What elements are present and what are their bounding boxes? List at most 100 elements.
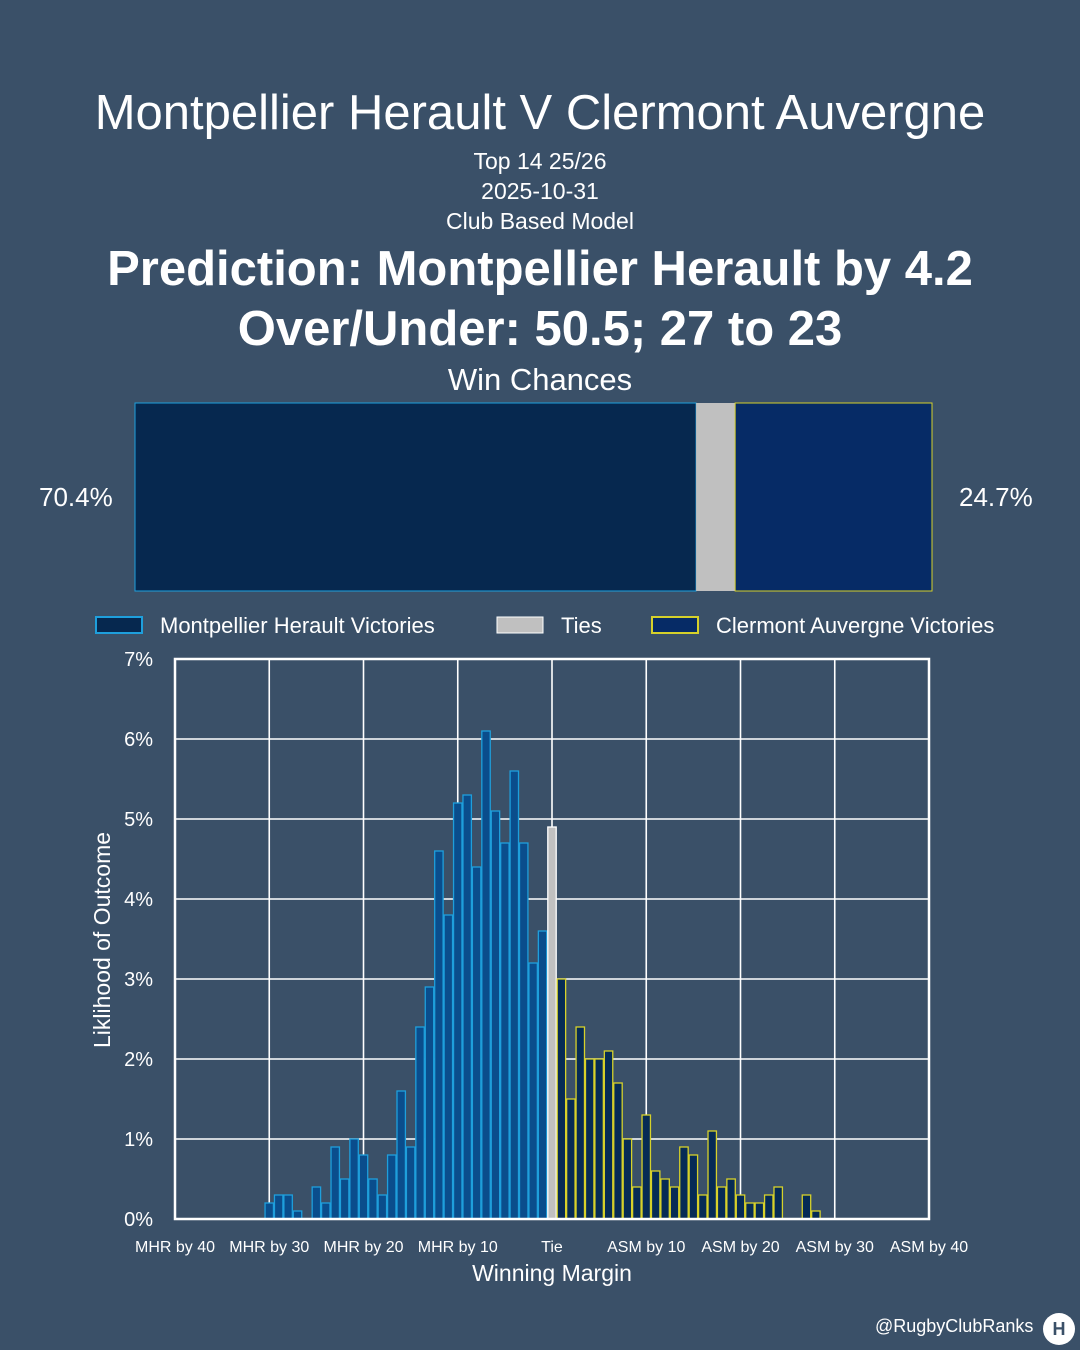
bar-away: [716, 1186, 727, 1220]
model-label: Club Based Model: [446, 208, 634, 234]
legend-label-tie: Ties: [561, 613, 602, 638]
bar-tie: [547, 826, 557, 1220]
bar-home: [273, 1194, 284, 1220]
bar-away: [603, 1050, 614, 1220]
bar-home: [481, 730, 491, 1220]
bar-away: [594, 1058, 604, 1220]
bar-away: [801, 1194, 812, 1220]
bar-away: [754, 1202, 765, 1220]
x-tick-label: Tie: [541, 1239, 563, 1256]
bar-away: [613, 1082, 623, 1220]
bar-home: [405, 1146, 416, 1220]
away-win-percent: 24.7%: [959, 482, 1033, 512]
bar-away: [631, 1186, 642, 1220]
bar-home: [452, 802, 463, 1220]
legend-swatch-tie: [496, 616, 544, 634]
bar-away: [707, 1130, 718, 1220]
bar-away: [688, 1154, 699, 1220]
bar-home: [386, 1154, 397, 1220]
x-tick-label: ASM by 40: [890, 1239, 968, 1256]
y-tick-label: 7%: [124, 649, 153, 671]
x-tick-label: MHR by 20: [323, 1239, 403, 1256]
x-tick-label: ASM by 20: [701, 1239, 779, 1256]
x-tick-label: MHR by 30: [229, 1239, 309, 1256]
bar-home: [358, 1154, 369, 1220]
legend: Montpellier Herault Victories Ties Clerm…: [95, 613, 994, 638]
x-tick-label: MHR by 10: [418, 1239, 498, 1256]
bar-away: [726, 1178, 736, 1220]
win-bar-away: [734, 402, 933, 592]
bar-home: [330, 1146, 341, 1220]
bar-away: [679, 1146, 689, 1220]
legend-label-away: Clermont Auvergne Victories: [716, 613, 994, 638]
bar-away: [556, 978, 567, 1220]
bar-home: [311, 1186, 322, 1220]
page-title: Montpellier Herault V Clermont Auvergne: [94, 86, 986, 140]
bar-away: [660, 1178, 670, 1220]
y-tick-label: 0%: [124, 1209, 153, 1231]
plot-frame: [173, 657, 931, 1221]
bar-away: [697, 1194, 708, 1220]
win-bar-tie: [696, 403, 736, 591]
match-date: 2025-10-31: [481, 178, 599, 204]
bar-away: [641, 1114, 652, 1220]
bar-away: [669, 1186, 680, 1220]
bar-home: [434, 850, 444, 1220]
bar-home: [471, 866, 482, 1220]
bar-home: [443, 914, 454, 1220]
y-tick-label: 1%: [124, 1129, 153, 1151]
bar-away: [763, 1194, 774, 1220]
x-tick-label: MHR by 40: [135, 1239, 215, 1256]
bar-away: [622, 1138, 633, 1220]
bar-home: [424, 986, 435, 1220]
bar-away: [575, 1026, 586, 1220]
x-tick-label: ASM by 30: [796, 1239, 874, 1256]
over-under-text: Over/Under: 50.5; 27 to 23: [237, 302, 843, 356]
bar-home: [339, 1178, 350, 1220]
y-axis-label: Liklihood of Outcome: [89, 832, 115, 1048]
home-win-percent: 70.4%: [39, 482, 113, 512]
bar-home: [462, 794, 473, 1220]
bar-home: [509, 770, 520, 1220]
bar-home: [320, 1202, 331, 1220]
bar-home: [264, 1202, 275, 1220]
y-tick-labels: 0% 1% 2% 3% 4% 5% 6% 7%: [124, 649, 153, 1231]
y-tick-label: 3%: [124, 969, 153, 991]
bar-home: [349, 1138, 359, 1220]
twitter-handle: @RugbyClubRanks: [875, 1316, 1034, 1336]
bar-home: [415, 1026, 425, 1220]
y-tick-label: 2%: [124, 1049, 153, 1071]
win-chances-title: Win Chances: [447, 362, 633, 397]
legend-label-home: Montpellier Herault Victories: [160, 613, 435, 638]
bar-home: [537, 930, 548, 1220]
x-axis-label: Winning Margin: [472, 1260, 632, 1286]
y-tick-label: 5%: [124, 809, 153, 831]
histogram-bars: [264, 730, 821, 1220]
bar-away: [565, 1098, 576, 1220]
win-chances-bar: [134, 402, 933, 592]
bar-home: [396, 1090, 407, 1220]
bar-home: [500, 842, 510, 1220]
x-tick-label: ASM by 10: [607, 1239, 685, 1256]
bar-home: [528, 962, 539, 1220]
x-tick-labels: MHR by 40 MHR by 30 MHR by 20 MHR by 10 Tie A…: [135, 1239, 968, 1256]
bar-home: [283, 1194, 293, 1220]
bar-away: [650, 1170, 661, 1220]
bar-home: [377, 1194, 388, 1220]
brand-logo: H: [1043, 1313, 1075, 1345]
bar-away: [735, 1194, 746, 1220]
legend-swatch-home: [95, 616, 143, 634]
y-tick-label: 4%: [124, 889, 153, 911]
bar-away: [584, 1058, 595, 1220]
legend-swatch-away: [651, 616, 699, 634]
win-bar-home: [134, 402, 697, 592]
competition-label: Top 14 25/26: [473, 148, 607, 174]
prediction-text: Prediction: Montpellier Herault by 4.2: [107, 242, 973, 296]
y-tick-label: 6%: [124, 729, 153, 751]
bar-away: [745, 1202, 755, 1220]
bar-away: [773, 1186, 784, 1220]
bar-home: [368, 1178, 378, 1220]
bar-home: [490, 810, 501, 1220]
bar-home: [518, 842, 529, 1220]
